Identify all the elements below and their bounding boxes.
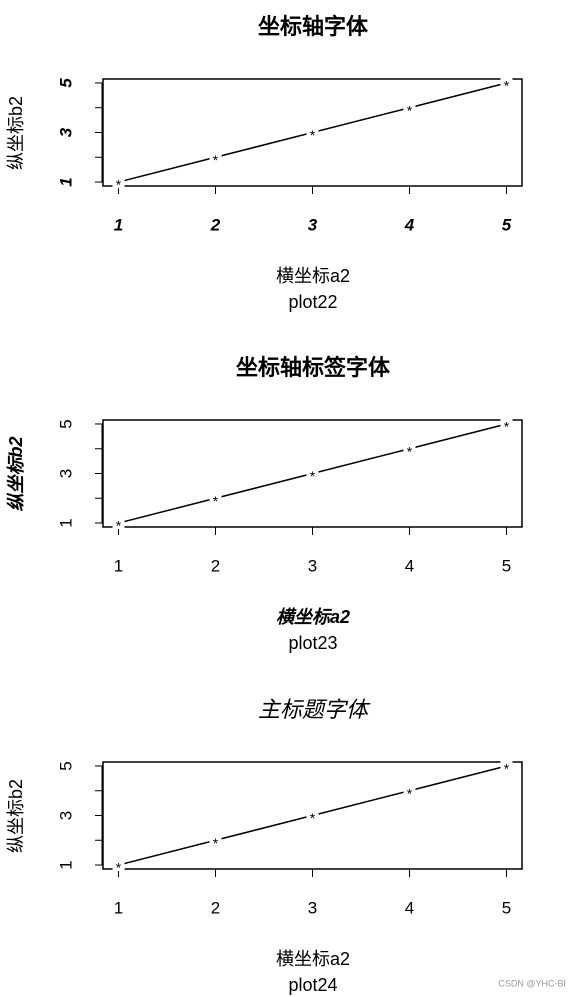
x-tick-label: 4	[405, 898, 414, 917]
x-tick-label: 5	[502, 215, 512, 234]
chart-title: 主标题字体	[258, 697, 371, 722]
y-tick-label: 3	[56, 811, 75, 820]
x-axis-label: 横坐标a2	[276, 949, 350, 969]
marker-bg	[403, 101, 416, 114]
marker-bg	[306, 809, 319, 822]
y-axis-label: 纵坐标b2	[6, 779, 26, 853]
chart-title: 坐标轴标签字体	[236, 355, 391, 380]
x-tick-label: 5	[502, 898, 511, 917]
y-tick-label: 5	[56, 419, 75, 428]
y-tick-label: 5	[56, 761, 75, 770]
marker-bg	[500, 417, 513, 430]
data-point: *	[504, 419, 510, 435]
x-tick-label: 3	[308, 215, 318, 234]
chart: 主标题字体 1 2 3 4 5 1 3 5 横坐标a2 纵坐标b2 plot24 * * * * *	[6, 697, 523, 995]
marker-bg	[306, 126, 319, 139]
marker-bg	[209, 492, 222, 505]
data-point: *	[213, 835, 219, 851]
data-point: *	[116, 860, 122, 876]
x-tick-label: 2	[211, 556, 220, 575]
chart-title: 坐标轴字体	[258, 14, 369, 39]
marker-bg	[500, 759, 513, 772]
data-point: *	[310, 810, 316, 826]
y-tick-label: 3	[56, 469, 75, 478]
watermark: CSDN @YHC-BI	[498, 978, 566, 988]
data-point: *	[407, 102, 413, 118]
marker-bg	[209, 151, 222, 164]
data-point: *	[407, 785, 413, 801]
data-point: *	[310, 468, 316, 484]
y-tick-label: 3	[56, 127, 75, 137]
y-tick-label: 1	[56, 860, 75, 869]
x-axis-label: 横坐标a2	[276, 266, 350, 286]
y-tick-label: 1	[56, 518, 75, 527]
x-tick-label: 2	[210, 215, 221, 234]
y-axis-label: 纵坐标b2	[6, 436, 26, 511]
marker-bg	[112, 859, 125, 872]
x-tick-label: 1	[114, 898, 123, 917]
x-tick-label: 1	[114, 215, 123, 234]
data-point: *	[213, 493, 219, 509]
marker-bg	[403, 784, 416, 797]
marker-bg	[112, 176, 125, 189]
marker-bg	[209, 834, 222, 847]
x-axis-label: 横坐标a2	[276, 607, 350, 627]
marker-bg	[403, 442, 416, 455]
marker-bg	[500, 76, 513, 89]
x-tick-label: 5	[502, 556, 511, 575]
x-tick-label: 4	[404, 215, 415, 234]
marker-bg	[112, 517, 125, 530]
x-tick-label: 4	[405, 556, 414, 575]
x-tick-label: 2	[211, 898, 220, 917]
x-tick-label: 3	[308, 556, 317, 575]
y-axis-label: 纵坐标b2	[6, 96, 26, 170]
marker-bg	[306, 467, 319, 480]
subtitle: plot23	[288, 633, 337, 653]
data-point: *	[116, 177, 122, 193]
x-tick-label: 3	[308, 898, 317, 917]
subtitle: plot22	[288, 292, 337, 312]
data-point: *	[116, 518, 122, 534]
chart: 坐标轴标签字体 1 2 3 4 5 1 3 5 横坐标a2 纵坐标b2 plot23 * * * * *	[6, 355, 523, 653]
chart: 坐标轴字体 1 2 3 4 5 1 3 5 横坐标a2 纵坐标b2 plot22 * * * * *	[6, 14, 523, 312]
data-point: *	[407, 443, 413, 459]
data-point: *	[504, 761, 510, 777]
subtitle: plot24	[288, 975, 337, 995]
data-point: *	[504, 78, 510, 94]
data-point: *	[213, 152, 219, 168]
y-tick-label: 5	[56, 78, 75, 88]
data-point: *	[310, 127, 316, 143]
y-tick-label: 1	[56, 177, 75, 186]
x-tick-label: 1	[114, 556, 123, 575]
